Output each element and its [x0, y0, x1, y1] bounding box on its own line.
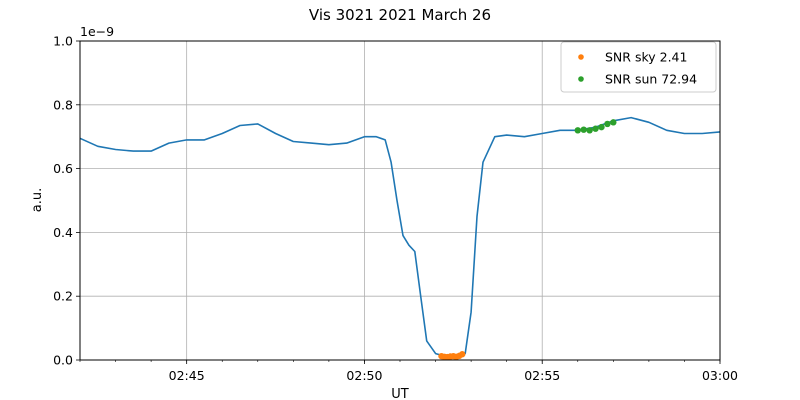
scatter-point [580, 126, 587, 133]
series-line [79, 116, 721, 358]
y-tick-label: 1.0 [53, 34, 73, 49]
y-offset-label: 1e−9 [80, 24, 114, 39]
scatter-point [459, 351, 466, 358]
legend-box [560, 41, 717, 93]
legend-marker [578, 54, 584, 60]
x-tick-label: 02:45 [169, 368, 205, 383]
legend-label: SNR sun 72.94 [605, 72, 697, 87]
scatter-point [604, 120, 611, 128]
y-tick-label: 0.0 [53, 353, 73, 368]
x-tick-label: 02:50 [346, 368, 382, 383]
chart-title: Vis 3021 2021 March 26 [309, 6, 491, 24]
scatter-point [610, 119, 617, 126]
x-tick-label: 03:00 [702, 368, 738, 383]
y-tick-label: 0.6 [53, 161, 73, 176]
scatter-point [586, 127, 593, 134]
y-tick-label: 0.4 [53, 225, 73, 240]
x-axis-label: UT [391, 387, 409, 400]
scatter-point [598, 123, 605, 131]
y-tick-label: 0.2 [53, 289, 73, 304]
x-tick-label: 02:55 [524, 368, 560, 383]
scatter-point [592, 125, 599, 132]
scatter-point [574, 127, 581, 134]
axis-ticks: 02:45 02:50 02:55 03:00 0.0 0.2 0.4 0.6 0.8 1.0 [53, 34, 738, 384]
legend-label: SNR sky 2.41 [605, 50, 687, 65]
legend: SNR sky 2.41 SNR sun 72.94 [560, 41, 717, 93]
plot-area [79, 116, 721, 361]
y-axis-label: a.u. [30, 188, 45, 212]
y-tick-label: 0.8 [53, 97, 73, 112]
legend-marker [578, 76, 584, 82]
